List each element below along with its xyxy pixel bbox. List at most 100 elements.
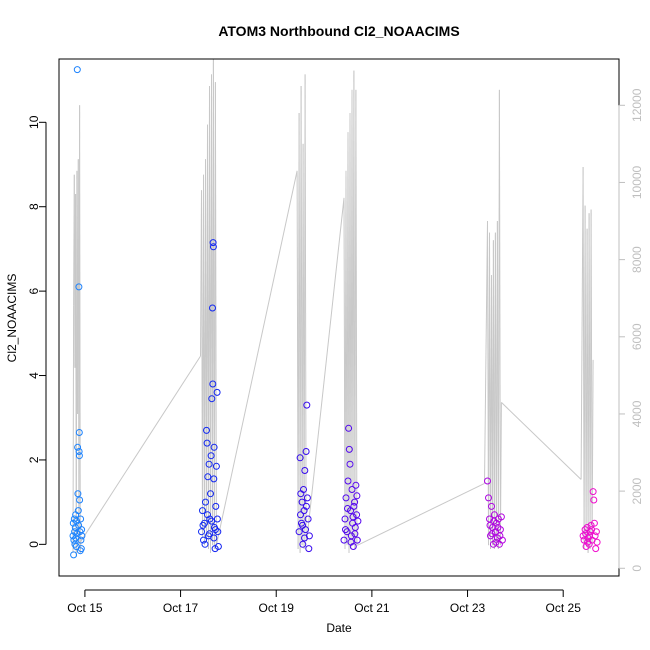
y-tick-label: 10 — [27, 115, 41, 129]
data-point — [74, 490, 82, 498]
data-point — [353, 536, 361, 544]
x-axis: Oct 15 Oct 17 Oct 19 Oct 21 Oct 23 Oct 25 — [67, 589, 582, 615]
data-point — [584, 538, 592, 546]
line-segment — [498, 89, 501, 546]
data-point — [303, 494, 311, 502]
data-point — [302, 502, 310, 510]
data-point — [76, 496, 84, 504]
data-point — [78, 532, 86, 540]
data-point — [303, 401, 311, 409]
data-point — [74, 443, 82, 451]
y-tick-label: 8 — [27, 203, 41, 210]
data-point — [590, 519, 598, 527]
data-point — [77, 515, 85, 523]
data-point — [348, 486, 356, 493]
data-point — [199, 507, 206, 515]
data-point — [342, 526, 349, 534]
data-point — [349, 513, 357, 521]
data-point — [73, 66, 81, 74]
data-point — [580, 536, 588, 544]
data-point — [342, 494, 350, 502]
x-tick-label: Oct 25 — [546, 601, 582, 615]
data-point — [485, 494, 492, 502]
data-point — [345, 445, 353, 453]
line-segment — [484, 220, 488, 484]
line-segment — [215, 170, 298, 546]
data-point — [200, 536, 207, 544]
data-point — [211, 526, 219, 534]
data-point — [205, 460, 213, 468]
data-point — [351, 530, 359, 538]
data-point — [75, 283, 83, 291]
data-point — [209, 380, 217, 388]
data-point — [76, 528, 84, 536]
data-point — [490, 517, 498, 525]
data-point — [70, 551, 78, 559]
data-point — [77, 545, 85, 553]
data-point — [209, 243, 217, 251]
data-point — [207, 452, 215, 460]
x-tick-label: Oct 21 — [354, 601, 390, 615]
data-point — [592, 545, 600, 553]
data-point — [496, 532, 504, 540]
data-point — [354, 517, 362, 525]
data-point — [296, 454, 304, 462]
scatter-points-layer — [69, 66, 601, 559]
data-point — [209, 239, 217, 247]
line-segment — [306, 197, 345, 538]
right-y-axis: 0 2000 4000 6000 8000 10000 12000 — [618, 88, 644, 572]
data-point — [588, 526, 596, 534]
right-y-tick-label: 2000 — [630, 477, 644, 504]
data-point — [304, 515, 312, 523]
data-point — [301, 534, 308, 542]
data-point — [492, 538, 500, 546]
data-point — [586, 532, 594, 540]
data-point — [488, 502, 495, 510]
data-point — [340, 536, 348, 544]
data-point — [208, 517, 215, 525]
data-point — [299, 521, 306, 529]
data-point — [494, 524, 502, 531]
data-point — [487, 532, 494, 540]
data-point — [210, 534, 218, 542]
data-point — [201, 540, 209, 548]
data-point — [300, 486, 307, 493]
data-point — [589, 488, 597, 496]
data-point — [343, 528, 351, 536]
data-point — [344, 477, 352, 485]
x-tick-label: Oct 15 — [67, 601, 103, 615]
data-point — [75, 452, 83, 460]
data-point — [206, 515, 214, 523]
data-point — [302, 448, 310, 455]
data-point — [593, 538, 601, 546]
data-point — [486, 521, 494, 529]
line-segment — [79, 105, 81, 553]
right-y-tick-label: 8000 — [630, 246, 644, 273]
data-point — [209, 304, 216, 312]
data-point — [70, 536, 78, 544]
data-point — [213, 515, 221, 523]
y-tick-label: 0 — [27, 541, 41, 548]
data-point — [210, 475, 218, 483]
data-point — [77, 536, 85, 544]
data-point — [71, 528, 79, 536]
line-segment — [214, 82, 217, 546]
data-point — [212, 462, 220, 470]
line-segment — [355, 89, 358, 546]
data-point — [350, 502, 358, 510]
data-point — [298, 498, 306, 506]
right-y-tick-label: 12000 — [630, 88, 644, 122]
right-axis-series-layer — [72, 58, 594, 557]
data-point — [204, 473, 212, 481]
data-point — [207, 490, 214, 498]
data-point — [345, 424, 353, 432]
data-point — [204, 511, 211, 519]
data-point — [199, 521, 207, 529]
data-point — [344, 505, 351, 512]
data-point — [203, 426, 210, 434]
y-axis-label: Cl2_NOAACIMS — [5, 274, 19, 363]
line-segment — [357, 482, 485, 546]
data-point — [353, 511, 361, 519]
data-point — [212, 502, 220, 510]
